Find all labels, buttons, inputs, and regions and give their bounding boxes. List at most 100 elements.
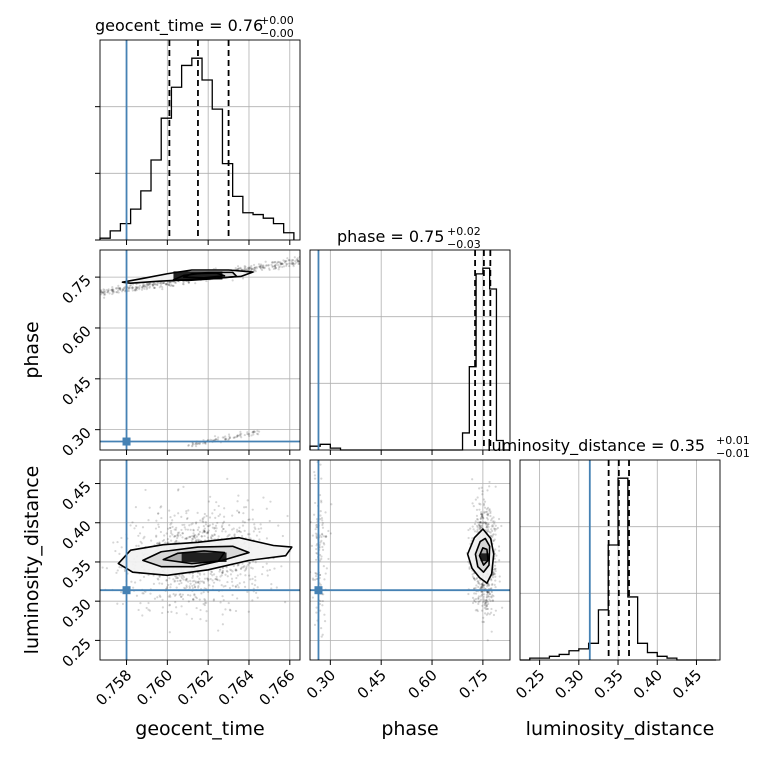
- scatter-point: [477, 596, 480, 600]
- scatter-point: [277, 524, 280, 527]
- scatter-point: [253, 526, 256, 529]
- scatter-point: [166, 538, 170, 541]
- scatter-point: [484, 521, 487, 524]
- scatter-point: [225, 569, 228, 572]
- scatter-point: [320, 499, 323, 502]
- scatter-point: [321, 522, 324, 525]
- scatter-point: [480, 486, 483, 489]
- scatter-point: [205, 514, 208, 518]
- scatter-point: [123, 286, 126, 289]
- scatter-point: [498, 580, 501, 583]
- scatter-point: [100, 291, 103, 294]
- scatter-point: [476, 496, 479, 499]
- scatter-point: [208, 524, 212, 527]
- scatter-point: [480, 585, 483, 588]
- scatter-point: [161, 611, 164, 615]
- scatter-point: [248, 533, 251, 536]
- scatter-point: [202, 520, 205, 523]
- scatter-point: [115, 287, 118, 290]
- scatter-point: [161, 281, 165, 284]
- scatter-point: [324, 572, 327, 575]
- scatter-point: [112, 541, 115, 544]
- scatter-point: [246, 590, 249, 594]
- scatter-point: [239, 434, 242, 437]
- scatter-point: [208, 516, 212, 519]
- scatter-point: [274, 260, 277, 264]
- scatter-point: [195, 539, 198, 542]
- scatter-point: [246, 431, 249, 434]
- scatter-point: [191, 534, 194, 538]
- scatter-point: [471, 537, 474, 540]
- scatter-point: [134, 506, 137, 509]
- scatter-point: [140, 288, 144, 291]
- scatter-point: [244, 574, 247, 577]
- scatter-point: [206, 577, 209, 580]
- scatter-point: [185, 537, 188, 540]
- scatter-point: [488, 592, 492, 596]
- scatter-point: [191, 574, 195, 577]
- scatter-point: [173, 514, 176, 517]
- scatter-point: [104, 290, 107, 293]
- scatter-point: [141, 285, 144, 288]
- scatter-point: [489, 510, 492, 513]
- scatter-point: [485, 605, 489, 608]
- scatter-point: [121, 290, 124, 293]
- scatter-point: [255, 591, 258, 594]
- scatter-point: [224, 435, 227, 438]
- scatter-point: [234, 585, 237, 589]
- scatter-point: [241, 277, 245, 280]
- scatter-point: [485, 595, 489, 598]
- scatter-point: [153, 286, 156, 289]
- scatter-point: [482, 620, 485, 624]
- scatter-point: [481, 583, 484, 586]
- scatter-point: [259, 265, 262, 268]
- scatter-point: [107, 288, 110, 291]
- scatter-point: [479, 520, 482, 524]
- scatter-point: [118, 287, 121, 290]
- scatter-point: [189, 579, 192, 582]
- scatter-point: [112, 290, 116, 293]
- scatter-point: [153, 283, 157, 286]
- scatter-point: [318, 602, 322, 606]
- scatter-point: [158, 575, 161, 578]
- scatter-point: [178, 593, 181, 597]
- scatter-point: [244, 265, 247, 268]
- scatter-point: [244, 568, 248, 571]
- scatter-point: [199, 608, 202, 612]
- scatter-point: [311, 577, 315, 580]
- scatter-point: [187, 600, 190, 603]
- scatter-point: [281, 262, 284, 265]
- scatter-point: [151, 283, 155, 287]
- scatter-point: [165, 579, 168, 582]
- scatter-point: [174, 540, 177, 544]
- scatter-point: [488, 509, 491, 512]
- scatter-point: [324, 534, 328, 538]
- scatter-point: [491, 582, 494, 586]
- scatter-point: [261, 266, 264, 269]
- scatter-point: [319, 514, 322, 517]
- scatter-point: [313, 623, 317, 626]
- scatter-point: [273, 265, 276, 268]
- scatter-point: [170, 610, 173, 614]
- scatter-point: [256, 596, 259, 599]
- scatter-point: [501, 606, 504, 609]
- scatter-point: [479, 526, 483, 529]
- scatter-point: [191, 584, 194, 588]
- scatter-point: [482, 600, 485, 603]
- scatter-point: [494, 586, 497, 589]
- scatter-point: [479, 586, 482, 589]
- scatter-point: [165, 587, 168, 590]
- scatter-point: [197, 586, 200, 589]
- scatter-point: [186, 516, 189, 520]
- scatter-point: [181, 532, 184, 535]
- scatter-point: [480, 586, 483, 589]
- scatter-point: [287, 262, 291, 265]
- scatter-point: [141, 614, 144, 617]
- scatter-point: [480, 521, 483, 524]
- scatter-point: [100, 290, 102, 293]
- scatter-point: [485, 516, 489, 520]
- scatter-point: [219, 568, 222, 571]
- scatter-point: [117, 284, 120, 287]
- scatter-point: [260, 264, 263, 267]
- scatter-point: [220, 584, 223, 587]
